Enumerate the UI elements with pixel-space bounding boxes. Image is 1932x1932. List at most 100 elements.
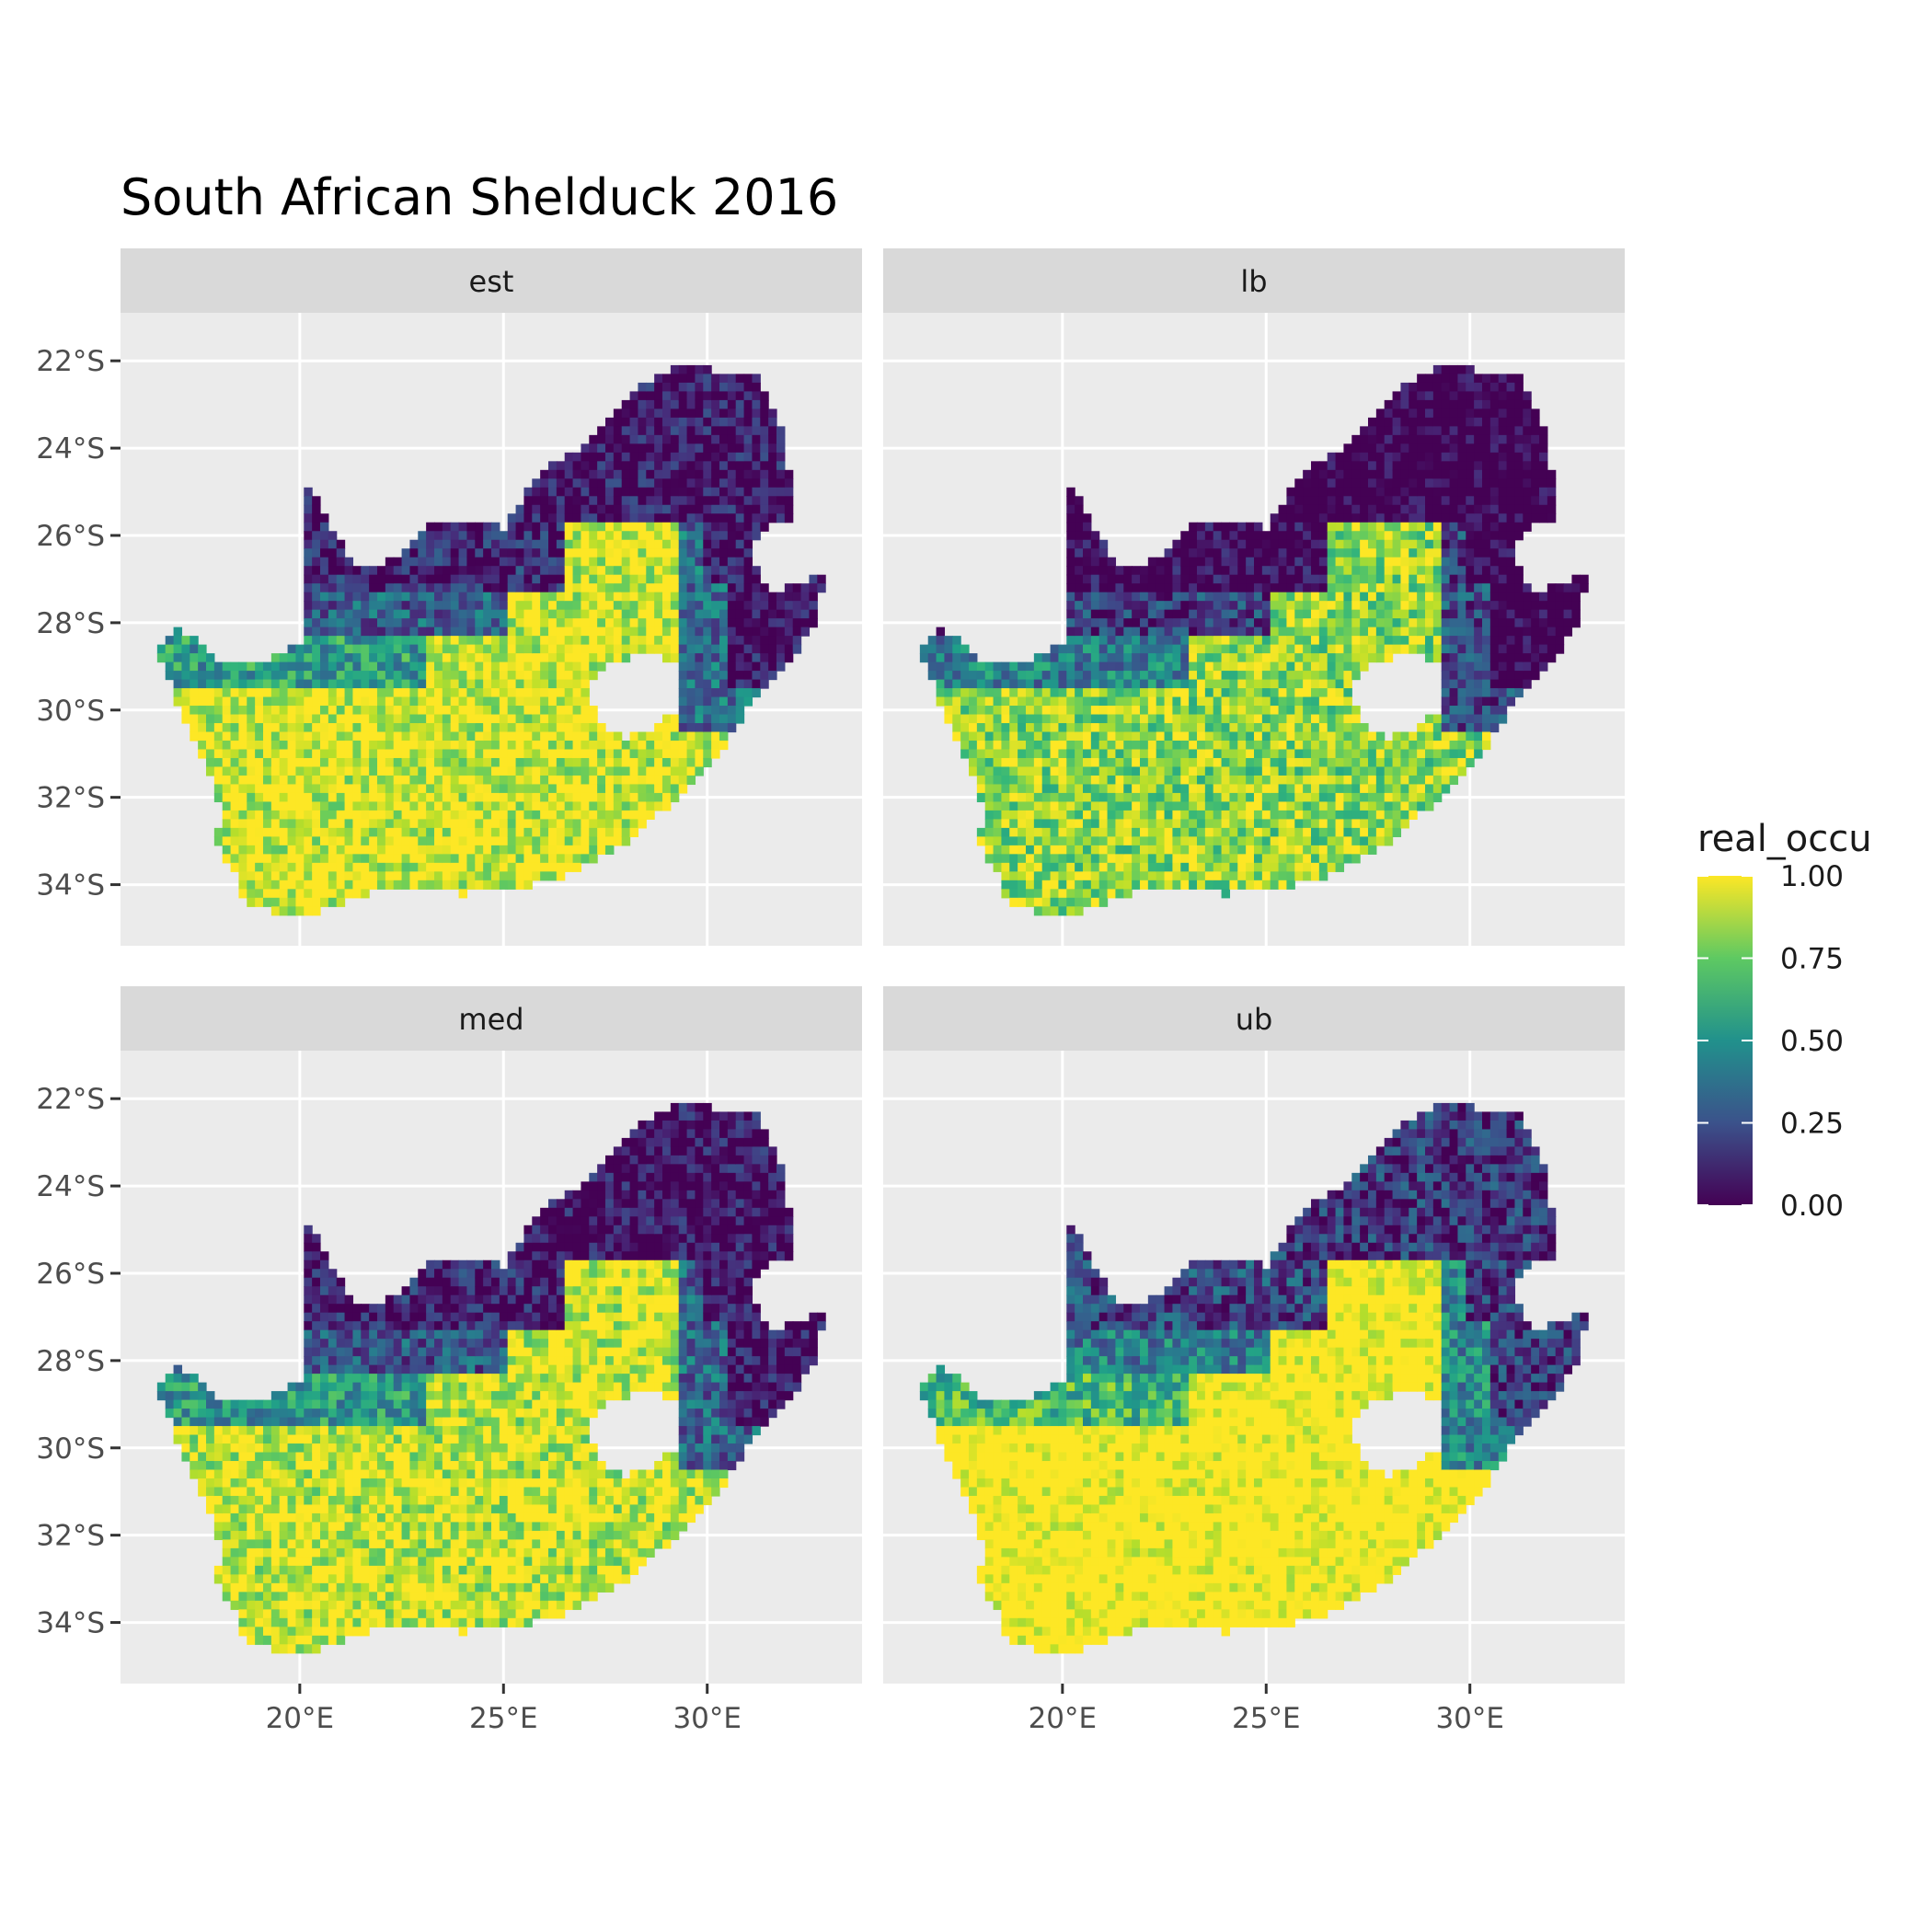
raster-cell xyxy=(760,583,769,593)
raster-cell xyxy=(263,688,272,698)
raster-cell xyxy=(1286,845,1295,855)
raster-cell xyxy=(230,679,240,689)
raster-cell xyxy=(1140,862,1149,872)
raster-cell xyxy=(1132,644,1141,654)
raster-cell xyxy=(597,566,606,576)
raster-cell xyxy=(1018,679,1027,689)
raster-cell xyxy=(483,880,492,890)
raster-cell xyxy=(263,696,272,707)
facet-strip-label: est xyxy=(469,264,514,299)
raster-cell xyxy=(230,757,240,768)
raster-cell xyxy=(247,679,256,689)
raster-cell xyxy=(1090,679,1100,689)
raster-cell xyxy=(1286,757,1295,768)
raster-cell xyxy=(727,644,737,654)
raster-cell xyxy=(1009,679,1018,689)
raster-cell xyxy=(752,644,761,654)
raster-cell xyxy=(475,749,484,759)
raster-cell xyxy=(434,566,443,576)
raster-cell xyxy=(621,644,631,654)
raster-cell xyxy=(1189,696,1198,707)
raster-cell xyxy=(295,671,305,681)
raster-cell xyxy=(605,522,615,532)
raster-cell xyxy=(1360,496,1369,506)
raster-cell xyxy=(1237,557,1247,567)
raster-cell xyxy=(597,487,606,497)
raster-cell xyxy=(483,731,492,742)
raster-cell xyxy=(1083,557,1092,567)
raster-cell xyxy=(312,731,321,742)
raster-cell xyxy=(247,757,256,768)
raster-cell xyxy=(287,889,297,899)
raster-cell xyxy=(442,854,452,864)
raster-cell xyxy=(181,636,190,646)
raster-cell xyxy=(426,706,435,716)
raster-cell xyxy=(1189,731,1198,742)
raster-cell xyxy=(564,792,574,803)
raster-cell xyxy=(629,452,639,462)
raster-cell xyxy=(352,766,362,776)
raster-cell xyxy=(1090,723,1100,733)
raster-cell xyxy=(1311,757,1320,768)
raster-cell xyxy=(352,871,362,881)
raster-cell xyxy=(564,723,574,733)
raster-cell xyxy=(1156,749,1166,759)
raster-cell xyxy=(1384,592,1394,602)
raster-cell xyxy=(1213,766,1223,776)
raster-cell xyxy=(1058,897,1067,907)
raster-cell xyxy=(523,714,533,724)
raster-cell xyxy=(1164,819,1174,829)
raster-cell xyxy=(629,618,639,628)
raster-cell xyxy=(1237,836,1247,846)
raster-cell xyxy=(1303,574,1312,584)
raster-cell xyxy=(540,574,549,584)
raster-cell xyxy=(352,827,362,837)
raster-cell xyxy=(270,775,281,786)
raster-cell xyxy=(426,880,435,890)
raster-cell xyxy=(295,854,305,864)
raster-cell xyxy=(613,810,623,820)
raster-cell xyxy=(1189,827,1198,837)
raster-cell xyxy=(426,696,435,707)
raster-cell xyxy=(711,706,720,716)
raster-cell xyxy=(572,469,582,479)
raster-cell xyxy=(589,653,598,663)
raster-cell xyxy=(703,679,712,689)
raster-cell xyxy=(1278,539,1288,549)
raster-cell xyxy=(206,696,215,707)
raster-cell xyxy=(605,775,615,786)
raster-cell xyxy=(678,417,688,427)
raster-cell xyxy=(540,557,549,567)
raster-cell xyxy=(1189,661,1198,672)
raster-cell xyxy=(1001,819,1010,829)
raster-cell xyxy=(540,706,549,716)
raster-cell xyxy=(540,679,549,689)
raster-cell xyxy=(719,714,729,724)
raster-cell xyxy=(377,601,386,611)
raster-cell xyxy=(1033,836,1043,846)
raster-cell xyxy=(1335,653,1345,663)
raster-cell xyxy=(491,845,500,855)
raster-cell xyxy=(1221,827,1231,837)
raster-cell xyxy=(442,522,452,532)
raster-cell xyxy=(352,653,362,663)
raster-cell xyxy=(1261,757,1271,768)
raster-cell xyxy=(556,862,566,872)
raster-cell xyxy=(629,784,639,794)
raster-cell xyxy=(695,644,704,654)
raster-cell xyxy=(1368,434,1377,444)
raster-cell xyxy=(352,627,362,637)
raster-cell xyxy=(952,731,961,742)
raster-cell xyxy=(695,714,704,724)
raster-cell xyxy=(589,636,598,646)
raster-cell xyxy=(1318,836,1328,846)
raster-cell xyxy=(263,810,272,820)
raster-cell xyxy=(393,679,403,689)
raster-cell xyxy=(597,757,606,768)
raster-cell xyxy=(320,644,329,654)
raster-cell xyxy=(1026,688,1035,698)
raster-cell xyxy=(1294,801,1304,811)
raster-cell xyxy=(1343,757,1352,768)
raster-cell xyxy=(670,749,680,759)
raster-cell xyxy=(1098,749,1109,759)
